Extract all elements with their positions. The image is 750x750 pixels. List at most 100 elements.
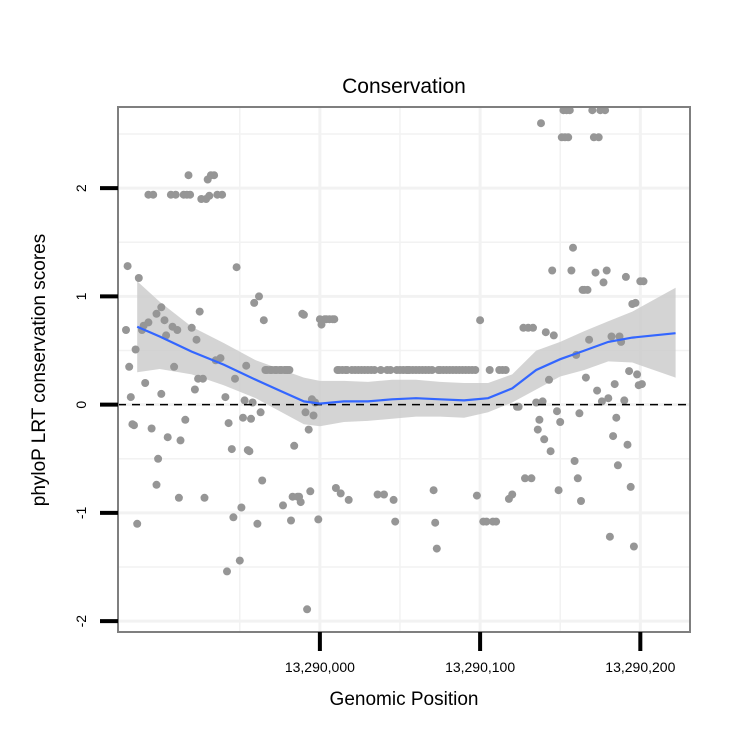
data-point — [157, 389, 166, 398]
data-point — [144, 318, 153, 327]
data-point — [386, 366, 395, 374]
data-point — [195, 307, 204, 316]
data-point — [141, 379, 150, 387]
data-point — [501, 366, 510, 374]
data-points — [122, 106, 648, 614]
chart-title: Conservation — [342, 75, 466, 98]
data-point — [190, 385, 199, 394]
data-point — [591, 268, 600, 277]
data-point — [170, 362, 179, 371]
data-point — [570, 457, 579, 465]
x-axis-label: Genomic Position — [330, 689, 479, 710]
data-point — [529, 323, 537, 332]
data-point — [575, 409, 584, 418]
data-point — [620, 396, 629, 405]
data-point — [200, 493, 209, 502]
data-point — [330, 315, 339, 324]
data-point — [279, 501, 287, 510]
data-point — [227, 445, 236, 454]
data-point — [123, 262, 132, 271]
data-point — [192, 335, 201, 344]
data-point — [157, 303, 166, 312]
data-point — [160, 316, 169, 325]
data-point — [186, 190, 195, 199]
smooth-line — [136, 325, 676, 405]
data-point — [223, 567, 231, 576]
data-point — [625, 367, 634, 376]
smooth-line-layer — [136, 325, 676, 405]
data-point — [336, 489, 345, 498]
data-point — [122, 326, 130, 334]
data-point — [637, 380, 646, 389]
data-point — [471, 366, 480, 374]
data-point — [585, 335, 594, 344]
data-point — [565, 106, 574, 115]
data-point — [229, 513, 238, 522]
data-point — [626, 482, 635, 491]
data-point — [210, 171, 219, 180]
y-axis-label: phyloP LRT conservation scores — [29, 234, 50, 507]
data-point — [594, 133, 603, 142]
y-tick-label: 0 — [73, 401, 89, 409]
data-point — [607, 332, 616, 341]
data-point — [535, 415, 544, 424]
data-point — [432, 544, 441, 553]
data-point — [556, 418, 565, 426]
data-point — [218, 190, 227, 199]
data-point — [250, 298, 259, 307]
x-tick-label: 13,290,200 — [605, 659, 675, 675]
data-point — [376, 366, 385, 374]
data-point — [224, 419, 233, 428]
data-point — [389, 495, 398, 504]
data-point — [235, 556, 244, 565]
data-point — [131, 345, 140, 354]
data-point — [370, 366, 379, 374]
data-point — [541, 328, 550, 337]
data-point — [255, 292, 263, 301]
data-point — [154, 454, 163, 463]
data-point — [549, 331, 558, 340]
data-point — [171, 190, 180, 199]
y-tick-label: -2 — [73, 615, 89, 628]
data-point — [533, 425, 542, 434]
data-point — [581, 373, 590, 382]
data-point — [610, 380, 619, 389]
data-point — [149, 190, 158, 199]
y-tick-label: -1 — [73, 506, 89, 519]
data-point — [299, 310, 308, 319]
data-point — [548, 266, 557, 275]
y-tick-label: 2 — [73, 184, 89, 192]
data-point — [304, 425, 313, 434]
data-point — [472, 491, 481, 500]
data-point — [601, 106, 610, 115]
data-point — [303, 605, 312, 614]
data-point — [553, 407, 561, 416]
data-point — [554, 486, 563, 495]
data-point — [597, 397, 606, 406]
data-point — [588, 106, 597, 115]
data-point — [152, 309, 161, 318]
data-point — [604, 394, 613, 403]
data-point — [344, 495, 353, 504]
data-point — [492, 517, 501, 526]
data-point — [391, 517, 400, 526]
data-point — [599, 278, 608, 287]
data-point — [296, 498, 305, 507]
data-point — [184, 171, 193, 180]
data-point — [605, 532, 614, 541]
data-point — [593, 386, 602, 395]
data-point — [256, 408, 265, 417]
data-point — [613, 461, 622, 470]
data-point — [331, 484, 340, 492]
data-point — [537, 119, 545, 128]
data-point — [126, 393, 135, 402]
data-point — [633, 370, 642, 379]
data-point — [508, 490, 517, 499]
x-axis-ticks: 13,290,000 13,290,100 13,290,200 — [285, 632, 676, 675]
data-point — [258, 476, 267, 485]
data-point — [629, 542, 638, 551]
data-point — [569, 243, 577, 252]
data-point — [259, 316, 268, 325]
data-point — [564, 133, 573, 142]
data-point — [147, 424, 156, 433]
